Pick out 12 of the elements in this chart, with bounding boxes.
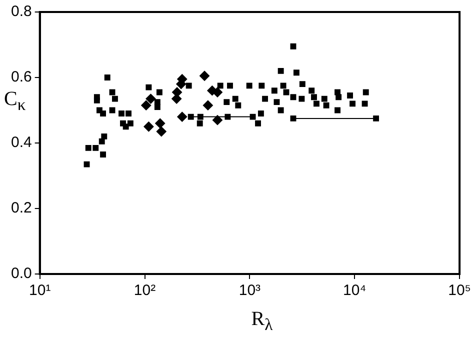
x-tick-label: 10³: [238, 282, 261, 300]
y-tick-label: 0.2: [10, 200, 32, 217]
y-tick-label: 0.0: [10, 265, 32, 282]
x-tick-label: 10¹: [29, 282, 51, 300]
x-tick-label: 10²: [134, 282, 156, 300]
x-tick-label: 10⁵: [448, 282, 471, 300]
y-tick-label: 0.8: [10, 3, 32, 20]
y-axis-title: C$_{κ}$: [4, 88, 26, 115]
x-axis-title: R$_{λ}$: [250, 308, 274, 335]
x-tick-label: 10⁴: [343, 282, 366, 300]
y-tick-label: 0.4: [10, 134, 32, 152]
y-tick-label: 0.6: [10, 68, 32, 86]
